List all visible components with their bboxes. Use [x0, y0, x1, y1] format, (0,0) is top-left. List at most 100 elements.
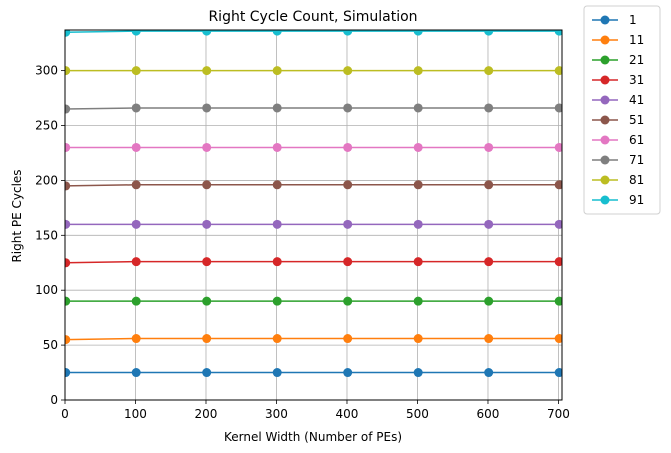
- data-point-1: [343, 368, 353, 378]
- legend-marker-71: [600, 155, 610, 165]
- x-tick-label: 100: [124, 407, 147, 421]
- series-line-51: [65, 184, 560, 187]
- data-point-11: [202, 334, 212, 344]
- y-axis: 0 50 100 150 200 250 300: [35, 64, 65, 407]
- data-point-31: [554, 257, 562, 267]
- data-point-81: [272, 66, 282, 76]
- data-point-41: [413, 219, 423, 229]
- data-point-51: [272, 180, 282, 190]
- legend-marker-21: [600, 55, 610, 65]
- data-point-11: [484, 334, 494, 344]
- series-line-11: [65, 337, 560, 341]
- data-point-61: [202, 142, 212, 152]
- data-point-21: [484, 296, 494, 306]
- legend-marker-61: [600, 135, 610, 145]
- x-tick-label: 300: [265, 407, 288, 421]
- data-point-51: [131, 180, 141, 190]
- data-point-1: [202, 368, 212, 378]
- legend-label-11: 11: [629, 33, 644, 47]
- data-point-71: [343, 103, 353, 113]
- series-line-71: [65, 107, 560, 110]
- data-point-51: [343, 180, 353, 190]
- legend-box: [583, 5, 661, 215]
- legend-label-91: 91: [629, 193, 644, 207]
- x-tick-label: 400: [336, 407, 359, 421]
- x-tick-label: 500: [406, 407, 429, 421]
- legend-marker-81: [600, 175, 610, 185]
- data-point-31: [343, 257, 353, 267]
- data-point-51: [65, 181, 71, 191]
- data-point-11: [65, 335, 71, 345]
- data-point-31: [131, 257, 141, 267]
- data-point-91: [343, 30, 353, 36]
- legend-marker-91: [600, 195, 610, 205]
- data-point-91: [272, 30, 282, 36]
- data-point-51: [484, 180, 494, 190]
- data-point-51: [413, 180, 423, 190]
- data-point-61: [554, 142, 562, 152]
- data-point-1: [413, 368, 423, 378]
- grid: [64, 30, 562, 401]
- y-tick-label: 300: [35, 64, 58, 78]
- x-tick-label: 200: [195, 407, 218, 421]
- data-point-71: [484, 103, 494, 113]
- legend-label-81: 81: [629, 173, 644, 187]
- y-tick-label: 250: [35, 119, 58, 133]
- legend-label-41: 41: [629, 93, 644, 107]
- data-point-41: [65, 219, 71, 229]
- series-line-31: [65, 260, 560, 264]
- data-point-41: [202, 219, 212, 229]
- data-point-21: [65, 296, 71, 306]
- data-point-71: [272, 103, 282, 113]
- data-point-11: [554, 334, 562, 344]
- data-point-1: [484, 368, 494, 378]
- data-point-81: [343, 66, 353, 76]
- x-tick-label: 600: [477, 407, 500, 421]
- data-point-31: [484, 257, 494, 267]
- data-point-91: [413, 30, 423, 36]
- data-point-21: [272, 296, 282, 306]
- data-point-41: [272, 219, 282, 229]
- data-point-1: [272, 368, 282, 378]
- legend-label-21: 21: [629, 53, 644, 67]
- plot-frame: [64, 29, 563, 401]
- data-point-91: [484, 30, 494, 36]
- data-point-21: [554, 296, 562, 306]
- data-point-61: [343, 142, 353, 152]
- x-tick-label: 700: [547, 407, 570, 421]
- data-point-51: [554, 180, 562, 190]
- legend-label-71: 71: [629, 153, 644, 167]
- data-point-71: [202, 103, 212, 113]
- data-point-81: [202, 66, 212, 76]
- data-point-81: [131, 66, 141, 76]
- legend-marker-11: [600, 35, 610, 45]
- y-tick-label: 150: [35, 228, 58, 242]
- data-point-61: [65, 142, 71, 152]
- data-point-81: [65, 66, 71, 76]
- data-point-41: [554, 219, 562, 229]
- y-tick-label: 100: [35, 283, 58, 297]
- legend-marker-1: [600, 15, 610, 25]
- legend-marker-41: [600, 95, 610, 105]
- x-tick-label: 0: [61, 407, 69, 421]
- data-point-21: [202, 296, 212, 306]
- data-point-41: [343, 219, 353, 229]
- data-point-61: [131, 142, 141, 152]
- legend-label-51: 51: [629, 113, 644, 127]
- legend-label-61: 61: [629, 133, 644, 147]
- data-point-71: [131, 103, 141, 113]
- data-point-21: [131, 296, 141, 306]
- y-tick-label: 200: [35, 173, 58, 187]
- plot-area: [65, 30, 562, 378]
- data-point-31: [413, 257, 423, 267]
- data-point-41: [131, 219, 141, 229]
- data-point-81: [554, 66, 562, 76]
- data-point-61: [413, 142, 423, 152]
- legend-label-1: 1: [629, 13, 637, 27]
- y-tick-label: 0: [50, 393, 58, 407]
- data-point-61: [484, 142, 494, 152]
- data-point-61: [272, 142, 282, 152]
- data-point-21: [343, 296, 353, 306]
